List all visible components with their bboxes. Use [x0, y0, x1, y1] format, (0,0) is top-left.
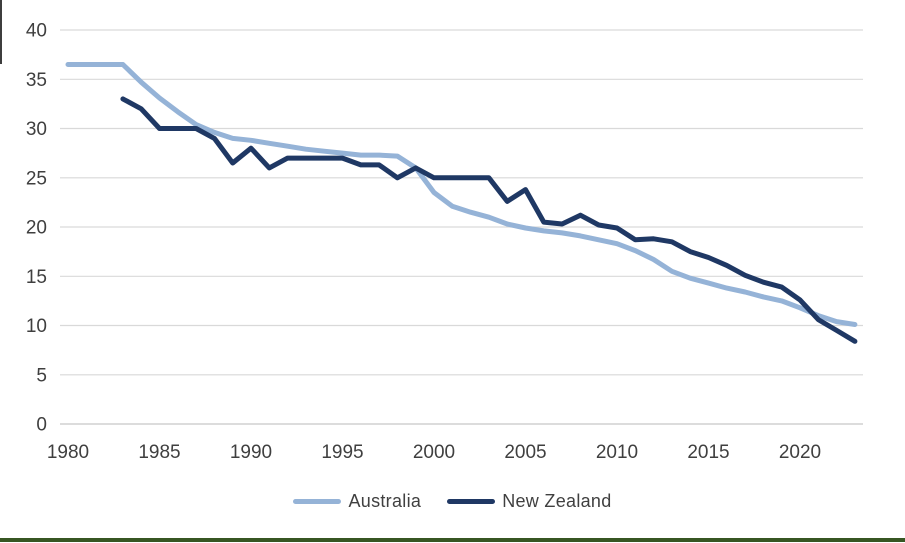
y-tick-label: 35: [26, 70, 47, 91]
y-tick-label: 30: [26, 119, 47, 140]
legend-item-australia: Australia: [293, 491, 421, 512]
x-tick-label: 2015: [687, 442, 729, 463]
legend-label-australia: Australia: [348, 490, 422, 511]
x-tick-label: 1985: [138, 442, 180, 463]
y-tick-label: 15: [26, 267, 47, 288]
x-tick-label: 1980: [47, 442, 89, 463]
left-edge-border: [0, 0, 2, 64]
y-tick-label: 40: [26, 21, 47, 42]
y-tick-label: 20: [26, 218, 47, 239]
x-tick-label: 2010: [596, 442, 638, 463]
x-tick-label: 1990: [230, 442, 272, 463]
y-tick-label: 5: [36, 365, 47, 386]
legend-item-new-zealand: New Zealand: [447, 491, 611, 512]
x-tick-label: 2000: [413, 442, 455, 463]
legend-label-new-zealand: New Zealand: [502, 490, 612, 511]
y-tick-label: 25: [26, 168, 47, 189]
x-tick-label: 1995: [321, 442, 363, 463]
series-line-new-zealand: [120, 96, 858, 344]
new-zealand-line-swatch: [447, 498, 496, 504]
y-tick-label: 10: [26, 316, 47, 337]
legend: Australia New Zealand: [0, 487, 905, 515]
x-tick-label: 2005: [504, 442, 546, 463]
australia-line-swatch: [293, 498, 342, 504]
y-tick-label: 0: [36, 415, 47, 436]
bottom-accent-bar: [0, 538, 905, 542]
series-line-australia: [65, 62, 858, 327]
x-tick-label: 2020: [779, 442, 821, 463]
